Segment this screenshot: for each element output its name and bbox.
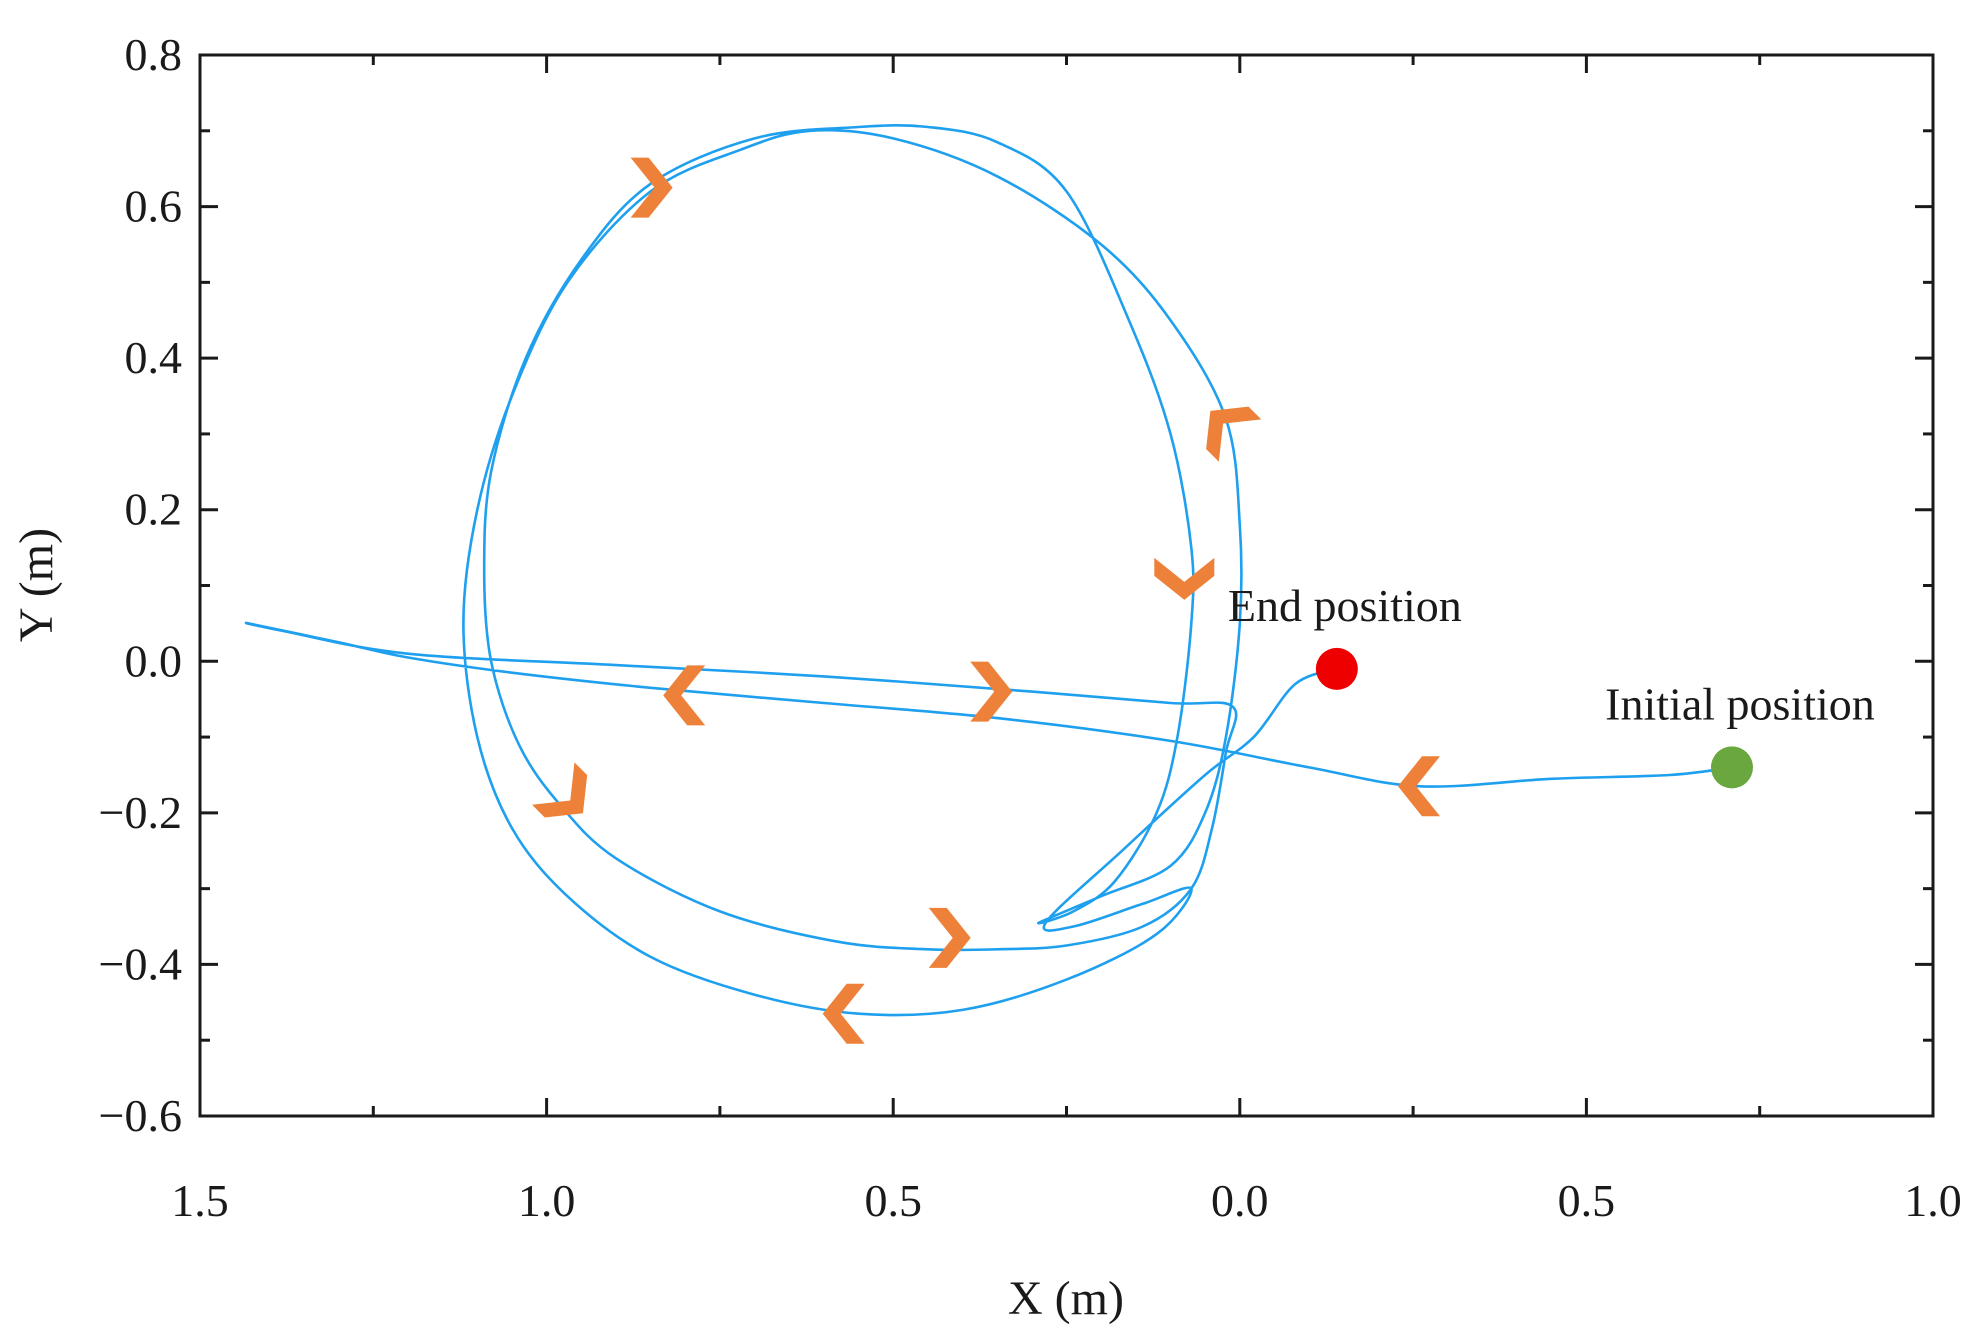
x-tick-label: 1.5 [171,1175,229,1226]
series-layer [244,124,1734,1017]
y-tick-label: 0.6 [125,181,183,232]
direction-arrow [1398,756,1440,817]
plot-frame [198,53,1935,1118]
x-axis-ticks: 1.5 1.0 0.5 0.0 0.5 1.0 [171,55,1962,1226]
y-tick-label: 0.8 [125,29,183,80]
x-tick-label: 0.0 [1211,1175,1269,1226]
position-markers: Initial position End position [1228,580,1875,789]
direction-arrow [1154,557,1215,600]
direction-arrow [532,762,588,818]
y-tick-label: 0.2 [125,484,183,535]
direction-arrows [532,157,1440,1044]
y-axis-label: Y (m) [10,528,63,642]
y-tick-label: −0.6 [99,1090,182,1141]
x-tick-label: 0.5 [1558,1175,1616,1226]
y-axis-ticks: −0.6 −0.4 −0.2 0.0 0.2 0.4 0.6 0.8 [99,29,1933,1141]
x-tick-label: 0.5 [864,1175,922,1226]
direction-arrow [630,157,673,218]
trajectory-line [244,124,1734,1017]
direction-arrow [970,661,1013,722]
position-marker-label: End position [1228,580,1462,631]
position-marker [1710,746,1753,789]
direction-arrow [928,907,971,968]
direction-arrow [663,665,706,726]
y-tick-label: 0.4 [125,332,183,383]
x-tick-label: 1.0 [518,1175,576,1226]
direction-arrow [822,983,865,1044]
position-marker [1315,647,1358,690]
y-tick-label: −0.2 [99,787,182,838]
y-tick-label: 0.0 [125,635,183,686]
y-tick-label: −0.4 [99,938,182,989]
x-tick-label: 1.0 [1904,1175,1962,1226]
x-axis-label: X (m) [1008,1272,1124,1325]
position-marker-label: Initial position [1605,678,1875,729]
direction-arrow [1206,406,1262,462]
